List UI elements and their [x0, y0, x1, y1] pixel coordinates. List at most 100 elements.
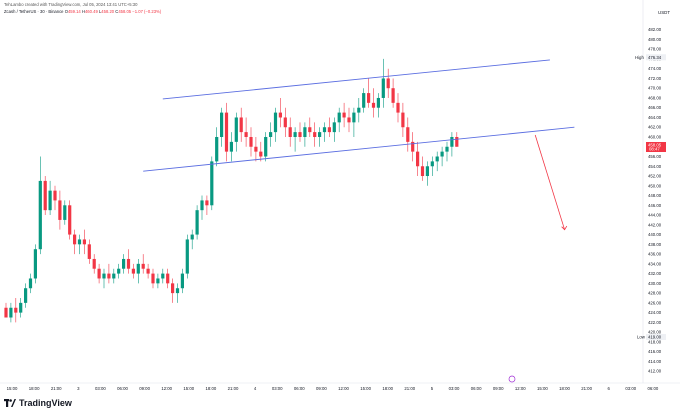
candle-body — [210, 161, 214, 206]
candle-body — [141, 263, 145, 269]
candle-body — [396, 102, 400, 113]
candle-body — [455, 136, 459, 147]
y-tick-label: 474.00 — [648, 66, 662, 71]
y-tick-label: 442.00 — [648, 222, 662, 227]
x-tick-label: 03:00 — [95, 386, 106, 391]
candle-body — [406, 127, 410, 142]
candle-body — [14, 307, 18, 313]
candle-body — [283, 117, 287, 128]
high-price-tag — [646, 54, 666, 61]
candle-body — [38, 180, 42, 250]
y-tick-label: 464.00 — [648, 115, 662, 120]
high-label: H — [81, 9, 85, 14]
candle-body — [239, 117, 243, 133]
x-tick-label: 18:00 — [559, 386, 570, 391]
candle-body — [430, 161, 434, 167]
candle-body — [278, 112, 282, 118]
y-tick-label: 446.00 — [648, 203, 662, 208]
x-tick-label: 6 — [608, 386, 611, 391]
y-tick-label: 416.00 — [648, 349, 662, 354]
candle-body — [48, 190, 52, 211]
x-tick-label: 15:00 — [537, 386, 548, 391]
y-tick-label: 434.00 — [648, 261, 662, 266]
candle-body — [102, 273, 106, 279]
y-tick-label: 418.00 — [648, 339, 662, 344]
y-tick-label: 466.00 — [648, 105, 662, 110]
candle-body — [28, 278, 33, 289]
candle-body — [122, 258, 126, 269]
high-price-text: 476.34 — [648, 55, 662, 60]
candle-body — [308, 127, 312, 133]
candle-body — [386, 78, 390, 89]
y-tick-label: 420.00 — [648, 330, 662, 335]
open-label: O — [64, 9, 68, 14]
candle-body — [107, 273, 111, 279]
candle-body — [77, 239, 82, 245]
close-value: 458.05 — [118, 9, 132, 14]
event-marker-icon — [508, 375, 516, 383]
candle-body — [190, 234, 194, 240]
candle-body — [264, 136, 268, 157]
candle-body — [82, 239, 86, 245]
symbol-name: Zcash / TetherUS · 30 · Binance — [4, 9, 64, 14]
low-value: 458.20 — [101, 9, 115, 14]
candle-body — [92, 258, 96, 269]
candle-body — [4, 307, 8, 318]
y-tick-label: 470.00 — [648, 86, 662, 91]
x-tick-label: 5 — [431, 386, 434, 391]
candle-body — [425, 166, 429, 177]
candle-body — [161, 273, 165, 279]
low-label: L — [98, 9, 102, 14]
y-tick-label: 428.00 — [648, 291, 662, 296]
candle-body — [357, 107, 361, 113]
x-tick-label: 3 — [77, 386, 80, 391]
x-tick-label: 06:00 — [648, 386, 659, 391]
candle-body — [117, 268, 121, 274]
y-tick-label: 426.00 — [648, 300, 662, 305]
last-price-text: 458.05 — [648, 143, 662, 148]
candle-body — [185, 239, 189, 274]
y-tick-label: 478.00 — [648, 47, 662, 52]
x-tick-label: 21:00 — [581, 386, 592, 391]
y-tick-label: 454.00 — [648, 164, 662, 169]
candle-body — [73, 234, 77, 245]
candle-body — [68, 205, 72, 235]
x-tick-label: 12:00 — [515, 386, 526, 391]
x-tick-label: 03:00 — [272, 386, 283, 391]
candle-body — [288, 127, 292, 137]
y-tick-label: 432.00 — [648, 271, 662, 276]
channel-upper-line — [162, 59, 550, 100]
y-tick-label: 456.00 — [648, 154, 662, 159]
candle-body — [112, 273, 116, 279]
y-tick-label: 412.00 — [648, 369, 662, 374]
candle-body — [367, 93, 371, 103]
y-tick-label: 462.00 — [648, 125, 662, 130]
x-tick-label: 03:00 — [449, 386, 460, 391]
y-tick-label: 438.00 — [648, 242, 662, 247]
channel-lower-line — [143, 126, 575, 172]
tradingview-logo-icon — [4, 399, 16, 407]
candle-body — [224, 112, 229, 152]
candle-body — [249, 136, 253, 147]
candle-body — [450, 136, 454, 147]
x-tick-label: 06:00 — [117, 386, 128, 391]
candle-body — [440, 151, 444, 157]
y-tick-label: 450.00 — [648, 183, 662, 188]
candle-body — [24, 288, 28, 303]
y-tick-label: 452.00 — [648, 174, 662, 179]
y-tick-label: 440.00 — [648, 232, 662, 237]
candle-body — [58, 200, 62, 220]
y-tick-label: 472.00 — [648, 76, 662, 81]
x-tick-label: 12:00 — [161, 386, 172, 391]
candle-body — [445, 146, 449, 152]
projection-arrow-head — [561, 225, 568, 231]
candle-body — [166, 273, 170, 284]
candle-body — [298, 132, 302, 137]
tradingview-logo: TradingView — [4, 398, 72, 408]
y-tick-label: 424.00 — [648, 310, 662, 315]
low-price-text: 419.00 — [648, 335, 662, 340]
close-label: C — [115, 9, 119, 14]
low-price-tag — [646, 334, 666, 341]
candle-body — [391, 88, 395, 103]
